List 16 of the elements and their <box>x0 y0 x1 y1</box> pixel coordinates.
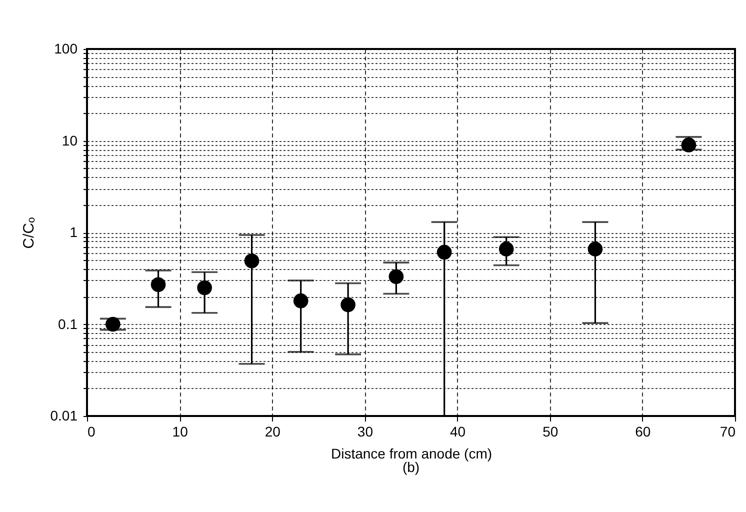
x-tick-label: 50 <box>542 424 558 440</box>
y-axis-title: C/Cₒ <box>20 216 38 249</box>
y-tick-label: 0.01 <box>50 408 78 424</box>
x-tick-label: 70 <box>720 424 736 440</box>
x-tick-label: 10 <box>172 424 188 440</box>
y-tick-label: 10 <box>62 132 78 148</box>
y-tick-label: 0.1 <box>58 316 78 332</box>
text: (b) <box>402 459 420 475</box>
x-tick-label: 20 <box>264 424 281 440</box>
y-tick-label: 1 <box>70 224 78 240</box>
x-tick-label: 60 <box>635 424 651 440</box>
x-tick-label: 0 <box>88 424 96 440</box>
y-tick-label: 100 <box>54 40 78 56</box>
x-axis-title: Distance from anode (cm) <box>330 446 492 462</box>
x-tick-label: 40 <box>450 424 466 440</box>
x-tick-label: 30 <box>357 424 374 440</box>
